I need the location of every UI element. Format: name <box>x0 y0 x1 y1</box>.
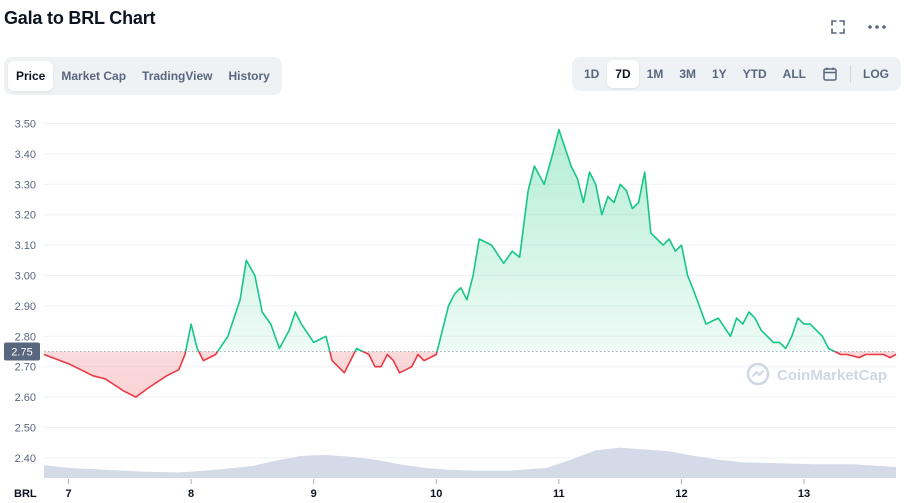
x-axis-ticks: BRL 7 8 9 10 11 12 13 <box>14 479 810 500</box>
watermark-logo <box>746 362 770 386</box>
range-1y[interactable]: 1Y <box>711 67 727 81</box>
y-tick-label: 3.00 <box>15 271 36 283</box>
x-tick-label: 9 <box>311 488 317 500</box>
price-area-up <box>44 129 896 352</box>
x-tick-label: 13 <box>798 488 810 500</box>
range-divider <box>850 65 851 83</box>
reference-line: 2.75 <box>4 342 896 361</box>
log-scale-toggle[interactable]: LOG <box>863 67 889 81</box>
y-tick-label: 2.40 <box>15 453 36 465</box>
y-tick-label: 2.90 <box>15 301 36 313</box>
reference-price-label: 2.75 <box>11 347 32 359</box>
x-tick-label: 8 <box>188 488 194 500</box>
y-tick-label: 3.20 <box>15 210 36 222</box>
y-tick-label: 2.50 <box>15 423 36 435</box>
calendar-icon[interactable] <box>814 60 846 88</box>
x-tick-label: 12 <box>675 488 687 500</box>
tab-history[interactable]: History <box>228 69 270 83</box>
y-axis-ticks: 3.50 3.40 3.30 3.20 3.10 3.00 2.90 2.80 2.70 2.60… <box>15 119 36 465</box>
price-line <box>43 128 897 398</box>
fullscreen-icon[interactable] <box>825 14 851 40</box>
tab-market-cap[interactable]: Market Cap <box>61 69 127 83</box>
y-tick-label: 3.50 <box>15 119 36 131</box>
more-options-icon[interactable] <box>864 14 890 40</box>
currency-label: BRL <box>14 488 37 500</box>
x-tick-label: 10 <box>430 488 442 500</box>
y-tick-label: 3.10 <box>15 240 36 252</box>
volume-area <box>44 447 896 478</box>
range-3m[interactable]: 3M <box>679 67 696 81</box>
range-1d[interactable]: 1D <box>583 67 600 81</box>
reference-price-badge <box>4 342 40 361</box>
range-all[interactable]: ALL <box>782 67 806 81</box>
y-tick-label: 2.60 <box>15 392 36 404</box>
tab-price[interactable]: Price <box>8 61 54 91</box>
y-tick-label: 2.80 <box>15 331 36 343</box>
y-tick-label: 3.30 <box>15 179 36 191</box>
price-area-down <box>44 351 896 398</box>
range-7d[interactable]: 7D <box>607 60 639 88</box>
chart-tabs: Price Market Cap TradingView History <box>4 57 282 95</box>
y-tick-label: 2.70 <box>15 362 36 374</box>
watermark-text: CoinMarketCap <box>777 367 887 384</box>
x-tick-label: 11 <box>553 488 565 500</box>
price-line-up <box>184 128 837 352</box>
tab-tradingview[interactable]: TradingView <box>142 69 213 83</box>
range-ytd[interactable]: YTD <box>742 67 767 81</box>
volume-series <box>44 447 896 478</box>
price-area <box>44 129 896 398</box>
page-title: Gala to BRL Chart <box>4 8 156 28</box>
time-range-selector: 1D 7D 1M 3M 1Y YTD ALL LOG <box>571 57 901 91</box>
y-tick-label: 3.40 <box>15 149 36 161</box>
x-tick-label: 7 <box>65 488 71 500</box>
range-1m[interactable]: 1M <box>646 67 664 81</box>
